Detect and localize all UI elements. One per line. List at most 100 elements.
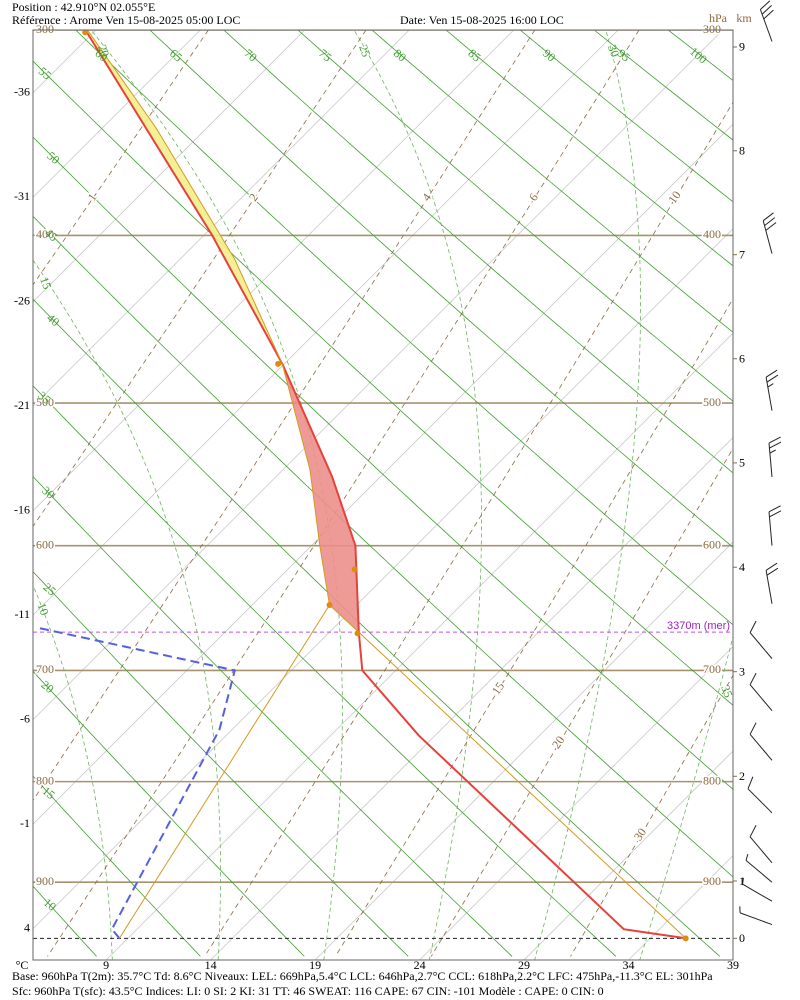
isotherm bbox=[210, 437, 733, 960]
x-tick-label: 19 bbox=[309, 958, 321, 972]
skew-tick-label: -11 bbox=[14, 607, 30, 621]
dry-adiabat bbox=[33, 60, 733, 706]
x-tick-label: 29 bbox=[518, 958, 530, 972]
profile-line bbox=[87, 30, 687, 939]
skew-tick-label: -16 bbox=[14, 502, 30, 516]
isotherm bbox=[33, 228, 733, 930]
moist-adiabat bbox=[33, 584, 113, 960]
skew-tick-label: -6 bbox=[20, 711, 30, 725]
parcel-mixing-line bbox=[118, 604, 330, 939]
x-tick-label: 39 bbox=[727, 958, 739, 972]
moist-adiabat bbox=[534, 30, 641, 960]
wind-barb bbox=[745, 853, 773, 883]
wind-barb bbox=[749, 824, 773, 864]
moist-adiabat bbox=[639, 634, 733, 960]
mixing-ratio-line bbox=[334, 298, 733, 957]
dry-adiabat bbox=[445, 30, 733, 267]
isotherm bbox=[105, 332, 733, 960]
pressure-label: 800 bbox=[703, 773, 721, 787]
footer-line: Sfc: 960hPa T(sfc): 43.5°C Indices: LI: … bbox=[12, 984, 604, 998]
level-dot bbox=[326, 601, 333, 608]
km-tick-label: 4 bbox=[739, 560, 745, 574]
wind-barb bbox=[765, 369, 779, 411]
x-tick-label: 24 bbox=[414, 958, 426, 972]
footer-line: Base: 960hPa T(2m): 35.7°C Td: 8.6°C Niv… bbox=[12, 969, 713, 983]
skew-tick-label: -1 bbox=[20, 816, 30, 830]
wind-barb bbox=[768, 505, 782, 546]
y-axis-unit: hPa bbox=[709, 11, 728, 25]
km-tick-label: 7 bbox=[739, 247, 745, 261]
km-tick-label: 3 bbox=[739, 664, 745, 678]
km-tick-label: 1 bbox=[739, 874, 745, 888]
pressure-label: 400 bbox=[703, 227, 721, 241]
x-tick-label: 9 bbox=[103, 958, 109, 972]
profile-line bbox=[84, 30, 686, 940]
dry-adiabat bbox=[33, 385, 617, 957]
moist-adiabat-label: 35 bbox=[718, 683, 735, 699]
wind-barb bbox=[742, 877, 773, 902]
level-dot bbox=[275, 360, 282, 367]
negative-area bbox=[319, 545, 359, 633]
wind-barb bbox=[765, 562, 779, 604]
dry-adiabat bbox=[33, 136, 733, 790]
pressure-label: 300 bbox=[703, 22, 721, 36]
position: Position : 42.910°N 02.055°E bbox=[12, 0, 155, 14]
mixing-ratio-line bbox=[47, 30, 640, 957]
skew-tick-label: -31 bbox=[14, 189, 30, 203]
wind-barb bbox=[762, 212, 777, 254]
x-tick-label: 14 bbox=[205, 958, 217, 972]
skew-tick-label: -36 bbox=[14, 85, 30, 99]
dry-adiabat bbox=[33, 475, 513, 957]
isotherm bbox=[33, 30, 306, 303]
pressure-label: 900 bbox=[36, 874, 54, 888]
wind-barb bbox=[747, 776, 773, 814]
moist-adiabat bbox=[353, 30, 482, 960]
km-tick-label: 8 bbox=[739, 144, 745, 158]
km-tick-label: 9 bbox=[739, 40, 745, 54]
wind-barb bbox=[759, 0, 774, 42]
pressure-label: 700 bbox=[703, 662, 721, 676]
isotherm bbox=[33, 30, 410, 407]
isotherm bbox=[33, 30, 201, 198]
moist-adiabat-label: 25 bbox=[356, 43, 373, 59]
moist-adiabat bbox=[33, 259, 221, 960]
x-axis-unit: °C bbox=[16, 958, 29, 972]
moist-adiabat-label: 10 bbox=[35, 601, 52, 617]
dry-adiabat bbox=[33, 670, 305, 957]
km-tick-label: 2 bbox=[739, 769, 745, 783]
x-tick-label: 34 bbox=[623, 958, 635, 972]
pressure-label: 500 bbox=[703, 395, 721, 409]
skew-tick-label: -26 bbox=[14, 294, 30, 308]
date: Date: Ven 15-08-2025 16:00 LOC bbox=[400, 13, 564, 27]
pressure-label: 600 bbox=[36, 537, 54, 551]
dry-adiabat bbox=[33, 571, 409, 957]
dry-adiabat bbox=[223, 30, 733, 474]
moist-adiabat-label: 30 bbox=[605, 43, 622, 59]
wind-barb bbox=[749, 620, 773, 659]
moist-adiabat-label: 20 bbox=[95, 43, 112, 59]
level-dot bbox=[82, 29, 89, 36]
pressure-label: 600 bbox=[703, 537, 721, 551]
pressure-label: 300 bbox=[36, 22, 54, 36]
km-tick-label: 5 bbox=[739, 456, 745, 470]
mixing-ratio-line bbox=[430, 447, 733, 957]
reference: Référence : Arome Ven 15-08-2025 05:00 L… bbox=[12, 13, 240, 27]
isotherm bbox=[523, 750, 733, 960]
dry-adiabat bbox=[33, 215, 733, 878]
profile-line bbox=[35, 626, 237, 939]
km-tick-label: 6 bbox=[739, 351, 745, 365]
dry-adiabat bbox=[371, 30, 733, 333]
isotherm bbox=[314, 541, 733, 960]
pressure-label: 700 bbox=[36, 662, 54, 676]
km-tick-label: 0 bbox=[739, 931, 745, 945]
isotherm bbox=[33, 30, 723, 721]
wind-barb bbox=[768, 436, 782, 478]
moist-adiabat-label: 15 bbox=[37, 275, 54, 291]
dry-adiabat bbox=[149, 30, 733, 548]
freezing-level-label: 3370m (mer) bbox=[667, 620, 730, 632]
plot-border bbox=[32, 29, 734, 961]
negative-area bbox=[282, 363, 356, 546]
